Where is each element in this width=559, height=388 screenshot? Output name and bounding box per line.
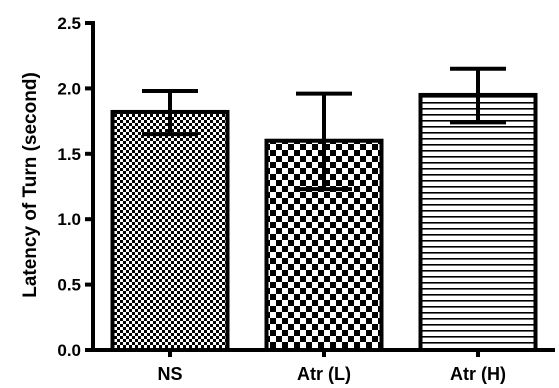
error-bar-2	[296, 91, 352, 192]
bar-atr-h	[418, 92, 538, 352]
y-tick-label: 2.5	[57, 14, 81, 33]
x-tick-label: Atr (L)	[297, 364, 351, 384]
y-axis-title: Latency of Turn (second)	[20, 72, 41, 298]
y-tick-label: 0.0	[57, 341, 81, 360]
y-tick-label: 1.0	[57, 210, 81, 229]
bar-ns	[110, 109, 230, 352]
error-bar-3	[450, 66, 506, 125]
axes: 0.0 0.5 1.0 1.5 2.0 2.5 NS Atr (L) Atr (H)	[57, 14, 555, 384]
x-tick-label: Atr (H)	[450, 364, 506, 384]
plot-area	[110, 66, 538, 352]
x-tick-label: NS	[157, 364, 182, 384]
error-bar-1	[142, 89, 198, 137]
y-tick-label: 0.5	[57, 276, 81, 295]
y-tick-label: 2.0	[57, 79, 81, 98]
y-tick-label: 1.5	[57, 145, 81, 164]
